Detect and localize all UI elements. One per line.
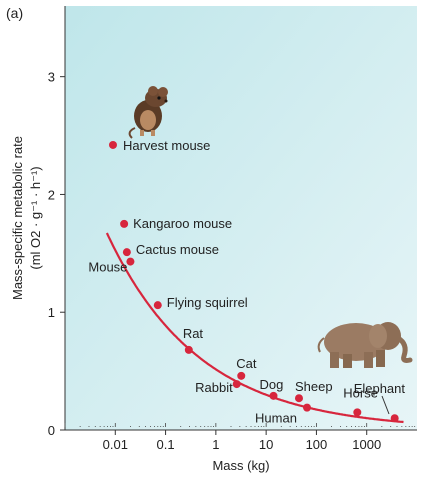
data-point — [390, 414, 399, 423]
point-label: Flying squirrel — [167, 295, 248, 310]
point-label: Mouse — [88, 260, 127, 275]
mouse-illustration — [128, 86, 168, 139]
data-point — [122, 248, 131, 257]
point-label: Cactus mouse — [136, 242, 219, 257]
y-axis-title: Mass-specific metabolic rate — [10, 136, 25, 300]
x-tick-label: 100 — [306, 437, 328, 452]
panel-label: (a) — [6, 5, 23, 21]
point-label: Elephant — [354, 381, 406, 396]
x-tick-label: 1000 — [352, 437, 381, 452]
data-point — [269, 391, 278, 400]
x-tick-label: 0.01 — [103, 437, 128, 452]
data-point — [303, 403, 312, 412]
data-point — [120, 219, 129, 228]
data-point — [294, 394, 303, 403]
data-point — [237, 371, 246, 380]
point-label: Harvest mouse — [123, 138, 210, 153]
y-axis-units: (ml O2 · g⁻¹ · h⁻¹) — [28, 166, 43, 269]
elephant-pointer — [381, 395, 390, 415]
y-tick-label: 3 — [48, 70, 55, 85]
data-point — [126, 257, 135, 266]
data-point — [108, 140, 117, 149]
x-axis-title: Mass (kg) — [212, 458, 269, 473]
x-tick-label: 10 — [259, 437, 273, 452]
x-tick-label: 1 — [212, 437, 219, 452]
x-tick-label: 0.1 — [157, 437, 175, 452]
data-point — [153, 301, 162, 310]
point-label: Rat — [183, 326, 204, 341]
y-tick-label: 0 — [48, 423, 55, 438]
point-label: Human — [255, 411, 297, 426]
y-tick-label: 2 — [48, 187, 55, 202]
data-point — [232, 380, 241, 389]
data-point — [353, 408, 362, 417]
point-label: Sheep — [295, 379, 333, 394]
data-point — [184, 345, 193, 354]
point-label: Horse — [343, 385, 378, 400]
y-tick-label: 1 — [48, 305, 55, 320]
fit-curve — [105, 232, 404, 424]
elephant-illustration — [317, 322, 413, 368]
point-label: Rabbit — [195, 380, 233, 395]
point-label: Dog — [259, 377, 283, 392]
point-label: Kangaroo mouse — [133, 216, 232, 231]
point-label: Cat — [236, 356, 257, 371]
